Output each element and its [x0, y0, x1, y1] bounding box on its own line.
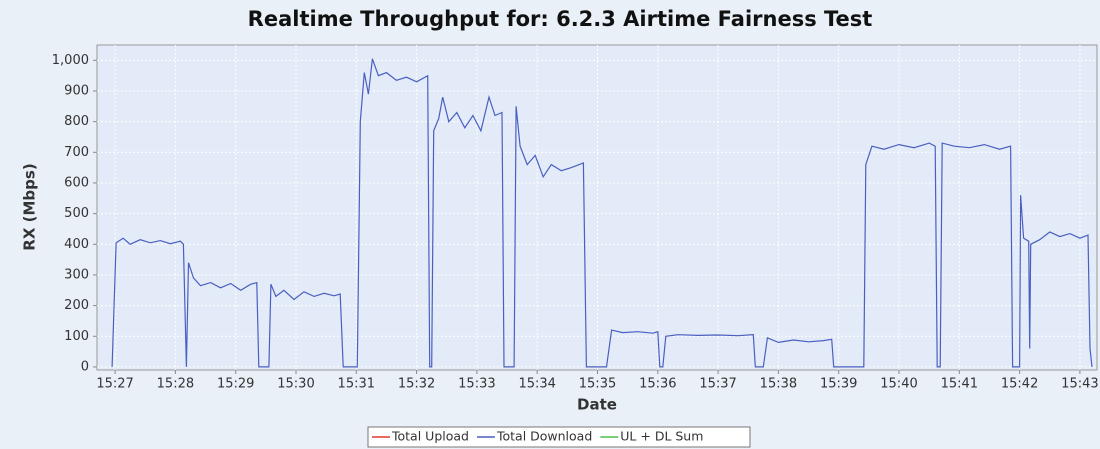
y-tick-label: 100	[64, 329, 89, 344]
legend-label: Total Download	[496, 429, 592, 444]
x-tick-label: 15:35	[579, 377, 616, 392]
y-tick-label: 900	[64, 83, 89, 98]
x-tick-label: 15:36	[639, 377, 676, 392]
chart-title: Realtime Throughput for: 6.2.3 Airtime F…	[248, 7, 873, 31]
x-tick-label: 15:37	[699, 377, 736, 392]
legend-label: UL + DL Sum	[620, 429, 703, 444]
y-tick-label: 300	[64, 267, 89, 282]
legend-label: Total Upload	[391, 429, 469, 444]
x-tick-label: 15:33	[458, 377, 495, 392]
y-tick-label: 600	[64, 175, 89, 190]
x-tick-label: 15:34	[518, 377, 555, 392]
x-tick-label: 15:43	[1061, 377, 1098, 392]
plot-area	[96, 44, 1098, 371]
x-tick-label: 15:29	[217, 377, 254, 392]
x-tick-label: 15:31	[338, 377, 375, 392]
x-tick-label: 15:40	[880, 377, 917, 392]
x-tick-label: 15:42	[1001, 377, 1038, 392]
y-tick-label: 500	[64, 206, 89, 221]
y-axis-label: RX (Mbps)	[21, 163, 39, 250]
y-tick-label: 1,000	[52, 53, 89, 68]
x-tick-label: 15:28	[157, 377, 194, 392]
x-tick-label: 15:32	[398, 377, 435, 392]
x-tick-label: 15:38	[760, 377, 797, 392]
y-tick-label: 700	[64, 145, 89, 160]
y-tick-label: 400	[64, 237, 89, 252]
y-tick-label: 800	[64, 114, 89, 129]
data-line	[111, 58, 1093, 368]
x-axis-label: Date	[577, 396, 617, 414]
x-tick-label: 15:39	[820, 377, 857, 392]
y-tick-label: 0	[81, 359, 89, 374]
x-tick-label: 15:27	[96, 377, 133, 392]
y-tick-label: 200	[64, 298, 89, 313]
x-tick-label: 15:30	[277, 377, 314, 392]
x-tick-label: 15:41	[941, 377, 978, 392]
legend	[367, 426, 751, 448]
